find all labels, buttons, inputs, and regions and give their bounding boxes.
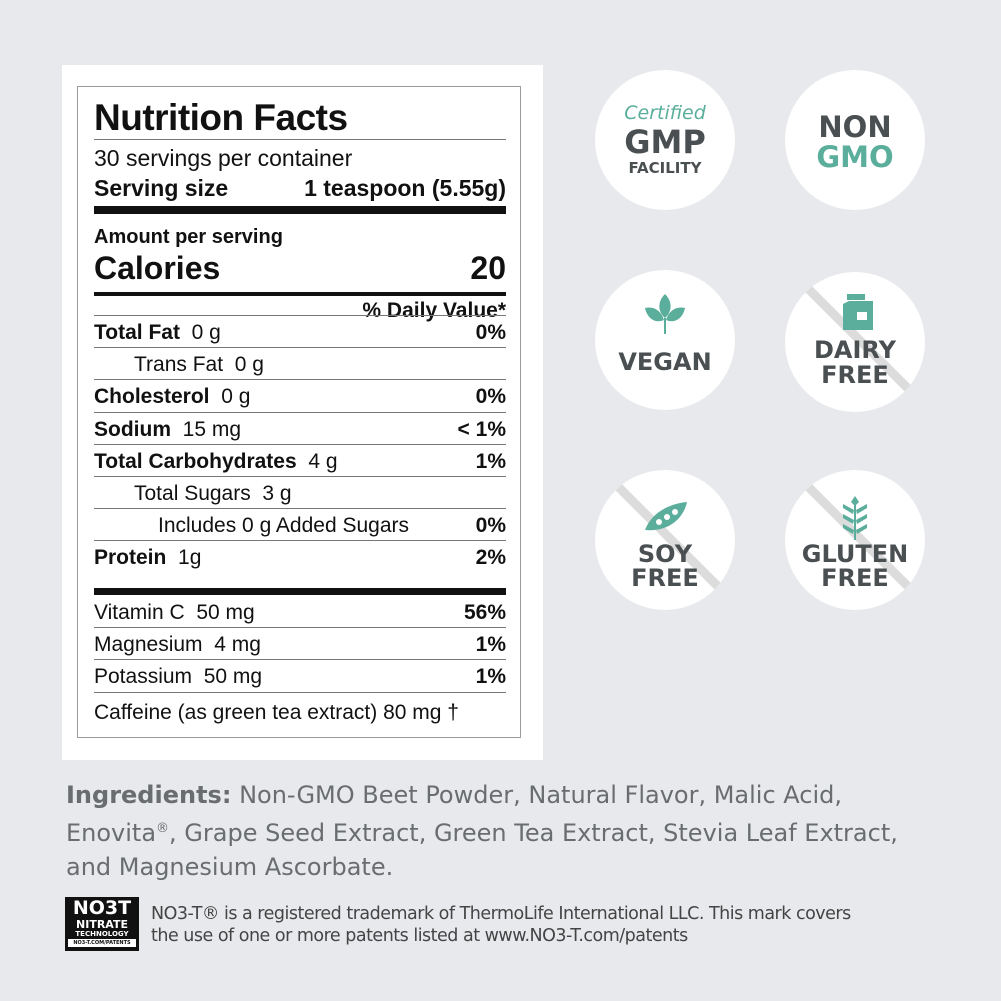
calories-label: Calories [94, 250, 221, 286]
nutrient-amount: 0 g [191, 321, 221, 344]
milk-carton-icon [843, 294, 873, 330]
nutrient-name: Cholesterol [94, 385, 210, 409]
nutrient-dv: < 1% [457, 417, 506, 441]
badge-gmp: Certified GMP FACILITY [595, 70, 735, 210]
badge-vegan: VEGAN [595, 270, 735, 410]
nutrient-dv: 0% [475, 385, 506, 409]
nutrient-name: Sodium [94, 417, 171, 441]
vitamin-row: Potassium 50 mg 1% [94, 665, 506, 689]
nutrient-name: Trans Fat [134, 353, 224, 377]
vitamin-dv: 1% [475, 665, 506, 689]
badge-non-gmo: NON GMO [785, 70, 925, 210]
vitamin-row: Magnesium 4 mg 1% [94, 633, 506, 657]
nutrient-amount: 0 g [221, 385, 251, 409]
badge-soy-free: SOY FREE [595, 470, 735, 610]
calories-value: 20 [470, 250, 506, 286]
pea-pod-icon [645, 502, 687, 531]
daily-value-header: % Daily Value* [362, 299, 506, 322]
vitamin-row: Vitamin C 50 mg 56% [94, 601, 506, 625]
leaf-icon [645, 294, 685, 334]
nutrient-dv: 2% [475, 546, 506, 570]
serving-size-label: Serving size [94, 175, 229, 201]
nutrient-amount: 3 g [262, 482, 292, 505]
nutrient-name: Total Sugars [134, 482, 251, 505]
nutrient-row: Protein 1g 2% [94, 546, 506, 570]
nutrient-dv: 1% [475, 449, 506, 473]
amount-per-serving: Amount per serving [94, 226, 283, 248]
vitamin-amount: 50 mg [196, 601, 255, 624]
nutrient-amount: 0 g [234, 353, 264, 377]
nutrient-amount: 1g [178, 546, 202, 570]
vitamin-dv: 56% [463, 601, 506, 624]
nutrient-name: Protein [94, 546, 167, 570]
label-title: Nutrition Facts [94, 97, 348, 138]
ingredients: Ingredients: Non-GMO Beet Powder, Natura… [66, 781, 898, 881]
nutrient-row: Cholesterol 0 g 0% [94, 385, 506, 409]
trademark-notice: NO3-T® is a registered trademark of Ther… [151, 904, 851, 946]
nutrient-row: Total Carbohydrates 4 g 1% [94, 450, 506, 474]
servings-per-container: 30 servings per container [94, 145, 353, 171]
ingredients-label: Ingredients: [66, 781, 232, 809]
nutrition-facts-label: Nutrition Facts 30 servings per containe… [77, 86, 521, 738]
nutrient-dv: 0% [475, 321, 506, 344]
caffeine-line: Caffeine (as green tea extract) 80 mg † [94, 701, 459, 724]
nutrient-dv: 0% [475, 514, 506, 538]
wheat-icon [843, 496, 867, 540]
nutrient-row: Sodium 15 mg < 1% [94, 418, 506, 442]
vitamin-name: Magnesium [94, 633, 203, 657]
nutrition-panel: Nutrition Facts 30 servings per containe… [62, 65, 543, 760]
nutrient-name: Includes 0 g Added Sugars [158, 514, 410, 538]
no3t-logo: NO3T NITRATE TECHNOLOGY NO3-T.COM/PATENT… [65, 897, 139, 951]
nutrient-row: Total Sugars 3 g [94, 482, 506, 506]
nutrient-row: Trans Fat 0 g [94, 353, 506, 377]
vitamin-amount: 4 mg [214, 633, 261, 657]
vitamin-name: Vitamin C [94, 601, 185, 624]
nutrient-row: Total Fat 0 g 0% [94, 321, 506, 345]
vitamin-dv: 1% [475, 633, 506, 657]
nutrient-amount: 4 g [308, 449, 338, 473]
badge-dairy-free: DAIRY FREE [785, 272, 925, 412]
nutrient-name: Total Carbohydrates [94, 449, 297, 473]
vitamin-amount: 50 mg [203, 665, 263, 689]
nutrient-name: Total Fat [94, 321, 180, 344]
serving-size-value: 1 teaspoon (5.55g) [304, 175, 506, 201]
vitamin-name: Potassium [94, 665, 193, 689]
nutrient-amount: 15 mg [182, 417, 242, 441]
nutrient-row: Includes 0 g Added Sugars 0% [94, 514, 506, 538]
badge-gluten-free: GLUTEN FREE [785, 470, 925, 610]
